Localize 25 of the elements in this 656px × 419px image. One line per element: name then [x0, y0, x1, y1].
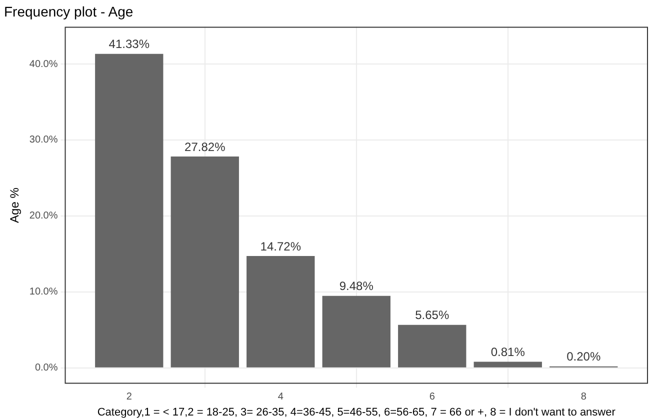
data-label: 27.82%: [184, 140, 226, 154]
bar: [246, 256, 315, 368]
data-label: 0.81%: [490, 345, 526, 360]
chart-title: Frequency plot - Age: [4, 3, 134, 20]
data-label: 5.65%: [415, 308, 450, 322]
y-tick-label: 40.0%: [29, 58, 58, 70]
x-tick-label: 6: [429, 392, 436, 403]
x-tick-label: 2: [126, 392, 132, 403]
x-tick-label: 4: [278, 392, 284, 403]
data-label: 14.72%: [260, 239, 302, 254]
bar: [95, 54, 164, 368]
y-tick-label: 20.0%: [29, 210, 58, 222]
y-tick-label: 30.0%: [29, 134, 58, 146]
x-axis-title: Category,1 = < 17,2 = 18-25, 3= 26-35, 4=36-45, 5=46-55, 6=56-65, 7 = 66 or +, 8 = I don't want to answer: [97, 406, 616, 418]
y-tick-label: 10.0%: [29, 286, 58, 298]
y-axis-title: Age %: [8, 187, 22, 223]
data-label: 41.33%: [108, 37, 150, 52]
bar: [322, 296, 390, 368]
y-tick-label: 0.0%: [34, 362, 58, 374]
bar: [398, 324, 466, 368]
data-label: 0.20%: [566, 350, 601, 364]
x-tick-label: 8: [580, 392, 587, 403]
bar: [170, 156, 239, 368]
bar: [474, 362, 542, 368]
data-label: 9.48%: [339, 279, 374, 294]
